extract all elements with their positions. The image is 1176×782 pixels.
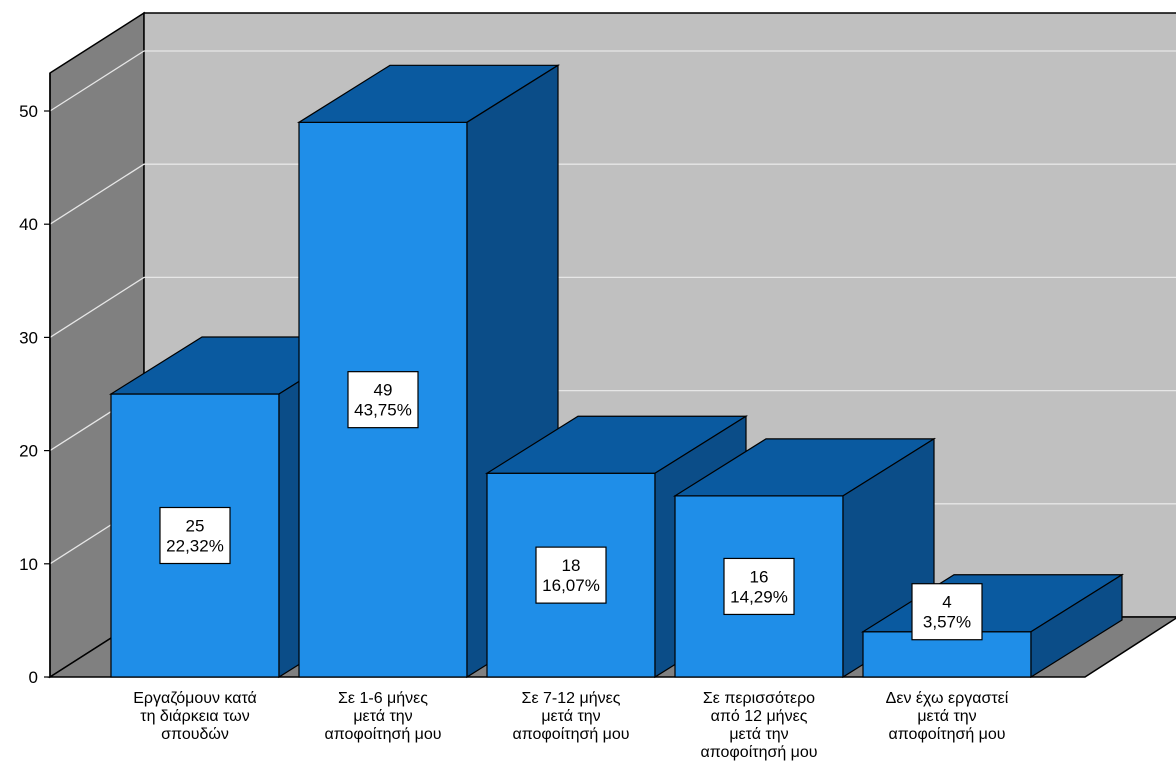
- data-label-value: 49: [374, 381, 393, 400]
- y-tick-label: 0: [29, 668, 38, 687]
- y-tick-label: 40: [19, 215, 38, 234]
- y-axis: 0 10 20 30 40 50: [19, 73, 51, 687]
- x-axis-labels: Εργαζόμουν κατά τη διάρκεια των σπουδών Σε …: [133, 690, 1009, 761]
- bar: 43,57%: [860, 573, 1125, 679]
- x-tick-label-line: αποφοίτησή μου: [324, 726, 441, 743]
- y-tick-label: 50: [19, 102, 38, 121]
- x-tick-label: Εργαζόμουν κατά τη διάρκεια των σπουδών: [133, 690, 257, 743]
- x-tick-label-line: αποφοίτησή μου: [512, 726, 629, 743]
- data-label-value: 16: [750, 567, 769, 586]
- x-tick-label-line: μετά την: [729, 726, 788, 743]
- data-label-value: 4: [942, 593, 951, 612]
- x-tick-label-line: μετά την: [541, 708, 600, 725]
- x-tick-label-line: Σε περισσότερο: [703, 690, 815, 707]
- x-tick-label-line: μετά την: [353, 708, 412, 725]
- data-label-box: [159, 506, 231, 565]
- x-tick-label: Σε 1-6 μήνες μετά την αποφοίτησή μου: [324, 690, 441, 743]
- y-tick-label: 10: [19, 555, 38, 574]
- data-label-percent: 16,07%: [542, 576, 600, 595]
- data-label-value: 25: [186, 517, 205, 536]
- data-label-box: [347, 371, 419, 429]
- gridline: [49, 50, 1176, 112]
- x-tick-label-line: Εργαζόμουν κατά: [133, 690, 257, 707]
- x-tick-label: Σε 7-12 μήνες μετά την αποφοίτησή μου: [512, 690, 629, 743]
- x-tick-label-line: Δεν έχω εργαστεί: [886, 690, 1009, 707]
- x-tick-label-line: Σε 1-6 μήνες: [338, 690, 428, 707]
- y-tick-label: 30: [19, 328, 38, 347]
- gridline: [49, 276, 1176, 338]
- y-tick-label: 20: [19, 442, 38, 461]
- data-label-box: [723, 557, 795, 616]
- data-label-value: 18: [562, 556, 581, 575]
- x-tick-label-line: αποφοίτησή μου: [888, 726, 1005, 743]
- data-label-percent: 22,32%: [166, 537, 224, 556]
- data-label-box: [535, 546, 607, 604]
- x-tick-label-line: τη διάρκεια των: [140, 708, 249, 725]
- x-tick-label: Σε περισσότερο από 12 μήνες μετά την αποφοί…: [700, 690, 817, 761]
- data-label-percent: 14,29%: [730, 587, 788, 606]
- x-tick-label-line: από 12 μήνες: [711, 708, 808, 725]
- data-label-percent: 3,57%: [923, 613, 971, 632]
- bar-side: [1030, 573, 1123, 679]
- gridline: [49, 163, 1176, 225]
- x-tick-label-line: σπουδών: [161, 726, 229, 743]
- data-label-percent: 43,75%: [354, 401, 412, 420]
- x-tick-label: Δεν έχω εργαστεί μετά την αποφοίτησή μου: [886, 690, 1009, 743]
- data-label-box: [911, 583, 983, 641]
- x-tick-label-line: Σε 7-12 μήνες: [522, 690, 621, 707]
- x-tick-label-line: μετά την: [917, 708, 976, 725]
- x-tick-label-line: αποφοίτησή μου: [700, 744, 817, 761]
